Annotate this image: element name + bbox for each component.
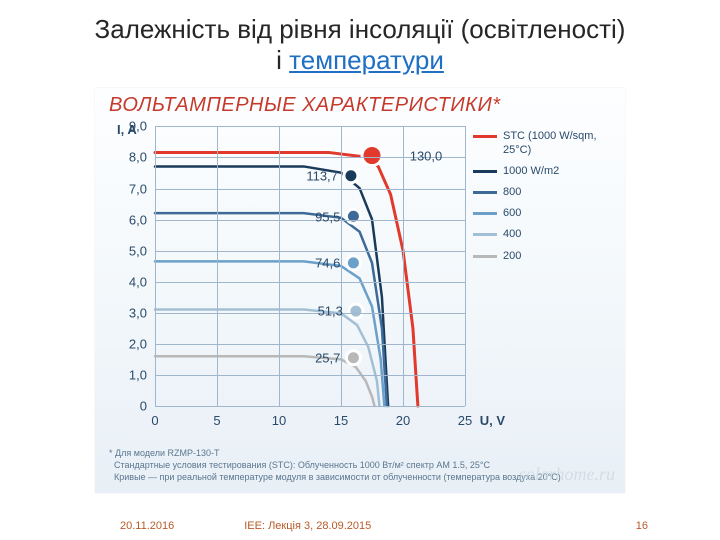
y-tick-label: 7,0 [117, 181, 147, 196]
x-tick-label: 15 [334, 413, 348, 428]
y-tick-label: 3,0 [117, 306, 147, 321]
plot-area: I, A U, V 051015202501,02,03,04,05,06,07… [155, 126, 465, 406]
legend-swatch [473, 135, 497, 138]
watermark: solarhome.ru [519, 464, 615, 485]
x-tick-label: 25 [458, 413, 472, 428]
legend-item-w800: 800 [473, 186, 613, 199]
marker-w800 [346, 210, 360, 224]
marker-label-w800: 95,5 [315, 209, 346, 224]
grid-h [155, 344, 465, 345]
x-axis-title: U, V [480, 413, 505, 428]
chart-heading-text: ВОЛЬТАМПЕРНЫЕ ХАРАКТЕРИСТИКИ [109, 94, 492, 116]
slide-title: Залежність від рівня інсоляції (освітлен… [0, 0, 720, 84]
grid-h [155, 313, 465, 314]
grid-v [217, 126, 218, 406]
series-w1000 [155, 167, 388, 407]
grid-h [155, 189, 465, 190]
x-tick-label: 10 [272, 413, 286, 428]
title-link[interactable]: температури [289, 45, 444, 75]
legend-text: 200 [503, 250, 521, 263]
footer-page: 16 [636, 520, 648, 532]
marker-w1000 [344, 169, 358, 183]
grid-h [155, 406, 465, 407]
legend-item-w1000: 1000 W/m2 [473, 165, 613, 178]
grid-v [403, 126, 404, 406]
grid-v [155, 126, 156, 406]
y-tick-label: 0 [117, 399, 147, 414]
chart-heading: ВОЛЬТАМПЕРНЫЕ ХАРАКТЕРИСТИКИ* [95, 88, 625, 117]
legend-text: 600 [503, 207, 521, 220]
legend-swatch [473, 191, 497, 194]
legend-swatch [473, 255, 497, 258]
x-tick-label: 20 [396, 413, 410, 428]
marker-label-w600: 74,6 [315, 256, 346, 271]
legend-text: STC (1000 W/sqm, 25°C) [503, 130, 613, 156]
y-tick-label: 5,0 [117, 243, 147, 258]
legend-swatch [473, 170, 497, 173]
series-w600 [155, 262, 384, 407]
chart-card: ВОЛЬТАМПЕРНЫЕ ХАРАКТЕРИСТИКИ* I, A U, V … [95, 88, 625, 493]
legend-item-w400: 400 [473, 228, 613, 241]
marker-label-w400: 51,3 [318, 304, 349, 319]
y-tick-label: 2,0 [117, 337, 147, 352]
marker-label-stc: 130,0 [410, 148, 443, 163]
legend-item-stc: STC (1000 W/sqm, 25°C) [473, 130, 613, 156]
legend-swatch [473, 212, 497, 215]
footnote-star: * [109, 448, 113, 458]
chart-footnote: * Для модели RZMP-130-T Стандартные усло… [109, 447, 561, 483]
footnote-l1: Для модели RZMP-130-T [115, 448, 219, 458]
grid-v [465, 126, 466, 406]
footer-lecture: ІЕЕ: Лекція 3, 28.09.2015 [244, 520, 371, 532]
legend: STC (1000 W/sqm, 25°C) 1000 W/m2 800 600 400… [473, 130, 613, 270]
marker-label-w200: 25,7 [315, 351, 346, 366]
chart-heading-ast: * [492, 94, 500, 116]
marker-w600 [346, 256, 360, 270]
grid-h [155, 251, 465, 252]
legend-text: 800 [503, 186, 521, 199]
legend-item-w600: 600 [473, 207, 613, 220]
x-tick-label: 0 [151, 413, 158, 428]
marker-w200 [346, 351, 360, 365]
y-tick-label: 6,0 [117, 212, 147, 227]
legend-item-w200: 200 [473, 250, 613, 263]
grid-h [155, 220, 465, 221]
footnote-l3: Кривые — при реальной температуре модуля… [114, 472, 561, 482]
title-line1: Залежність від рівня інсоляції (освітлен… [95, 14, 626, 44]
footer-date: 20.11.2016 [120, 520, 174, 532]
legend-swatch [473, 233, 497, 236]
slide-footer: 20.11.2016 ІЕЕ: Лекція 3, 28.09.2015 16 [0, 520, 720, 532]
grid-h [155, 375, 465, 376]
grid-h [155, 126, 465, 127]
title-i: і [276, 45, 289, 75]
y-tick-label: 4,0 [117, 274, 147, 289]
footnote-l2: Стандартные условия тестирования (STC): … [114, 460, 490, 470]
legend-text: 1000 W/m2 [503, 165, 559, 178]
marker-stc [362, 146, 382, 166]
y-tick-label: 1,0 [117, 368, 147, 383]
x-tick-label: 5 [213, 413, 220, 428]
y-tick-label: 9,0 [117, 119, 147, 134]
y-tick-label: 8,0 [117, 150, 147, 165]
marker-w400 [349, 304, 363, 318]
marker-label-w1000: 113,7 [306, 169, 344, 184]
grid-v [279, 126, 280, 406]
legend-text: 400 [503, 228, 521, 241]
grid-h [155, 282, 465, 283]
